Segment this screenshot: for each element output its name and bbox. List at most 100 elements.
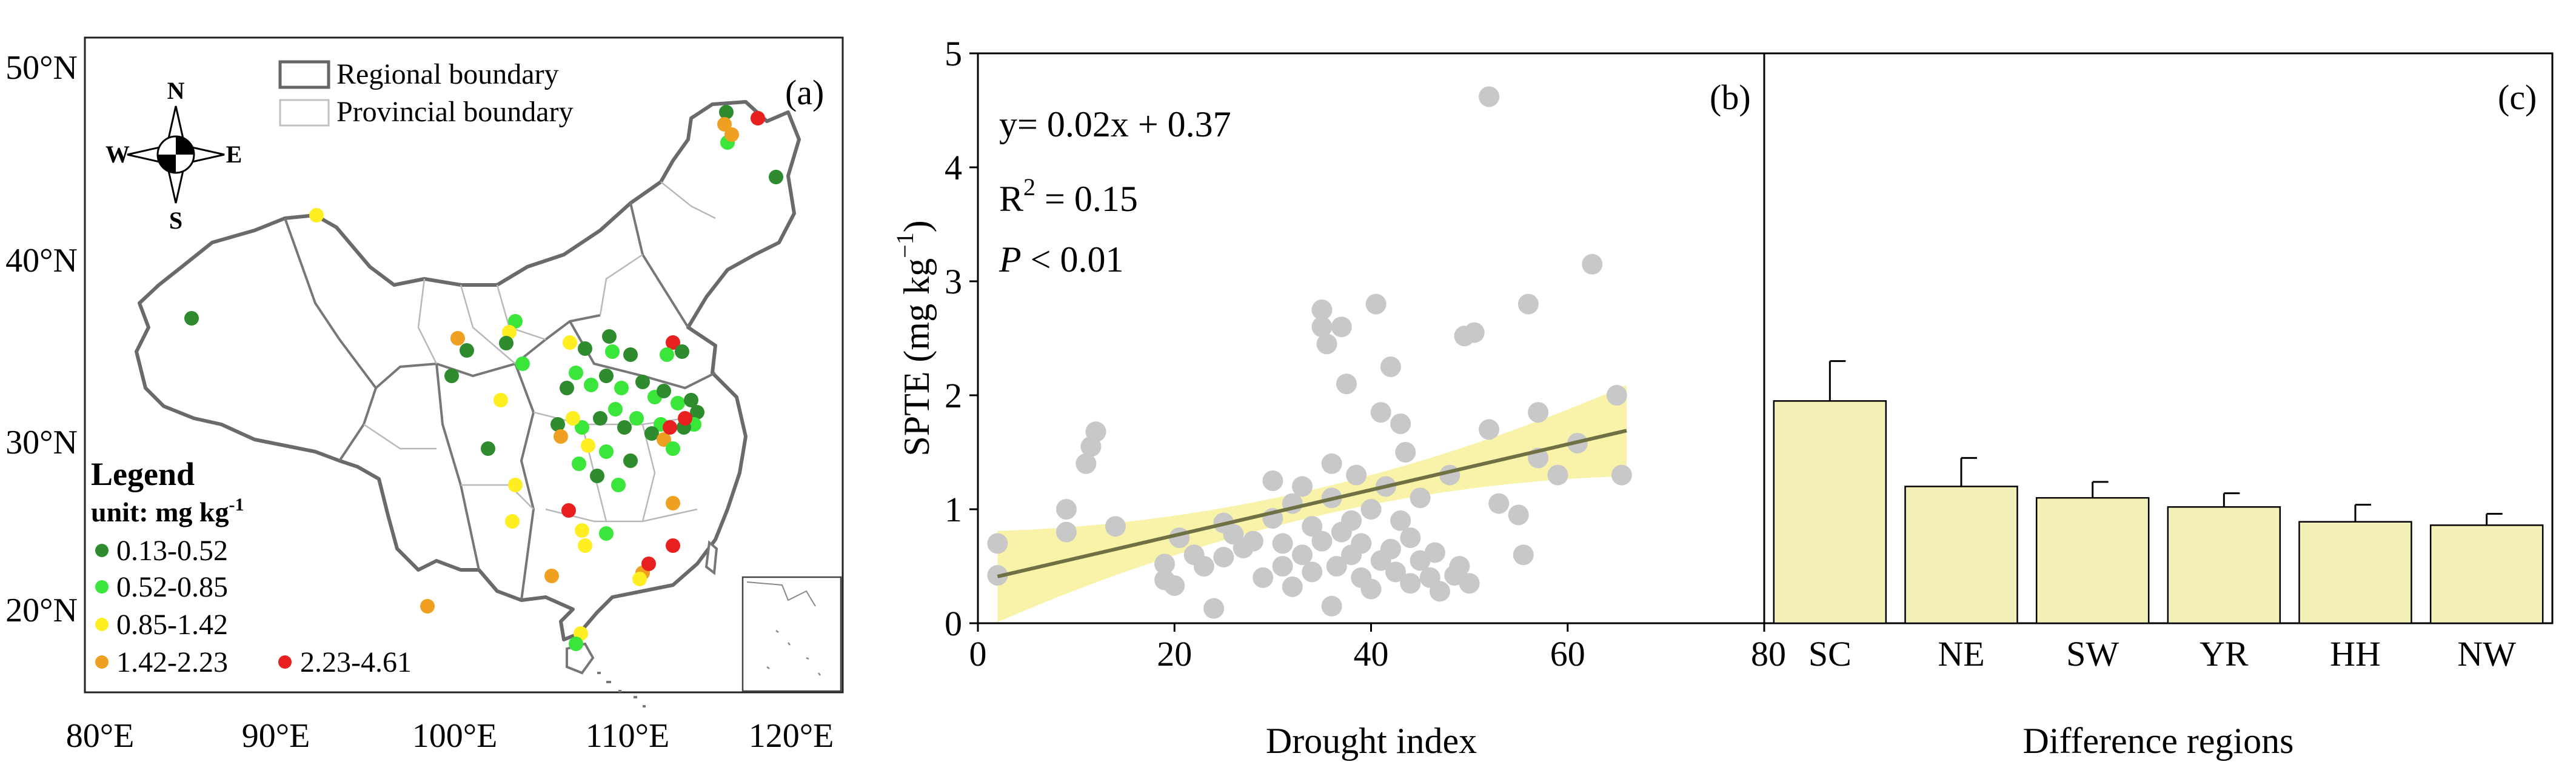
inset-frame <box>741 576 842 692</box>
scatter-point <box>1424 542 1445 563</box>
scatter-point <box>1242 530 1263 552</box>
scatter-point <box>1105 516 1126 537</box>
site-point <box>493 393 508 407</box>
site-point <box>666 441 680 456</box>
site-point <box>623 347 638 362</box>
provincial-boundary-swatch <box>279 99 330 127</box>
site-point <box>481 441 495 456</box>
site-point <box>515 356 530 371</box>
map-panel-label: (a) <box>785 73 824 112</box>
x-tick-label: 0 <box>969 634 987 674</box>
bar <box>2167 506 2281 624</box>
x-axis-label-c: Difference regions <box>2022 721 2293 761</box>
site-point <box>575 420 589 435</box>
bar <box>2429 524 2544 624</box>
legend-label: 0.85-1.42 <box>116 609 228 641</box>
lon-label-120: 120°E <box>749 717 834 755</box>
site-point <box>666 335 680 350</box>
scatter-point <box>1385 561 1407 583</box>
scatter-point <box>1311 316 1333 338</box>
y-tick-label: 2 <box>945 376 962 415</box>
site-point <box>629 411 644 426</box>
lat-label-40: 40°N <box>5 242 78 279</box>
site-point <box>184 311 199 326</box>
site-point <box>590 469 604 483</box>
inset-coast <box>746 581 816 607</box>
scatter-point <box>1360 578 1382 600</box>
country-outline <box>135 100 801 641</box>
legend-swatch <box>95 580 109 594</box>
legend-label: 0.13-0.52 <box>116 535 228 567</box>
site-point <box>675 344 689 359</box>
site-point <box>666 538 680 553</box>
regional-boundary-swatch <box>278 60 330 89</box>
site-point <box>584 378 598 392</box>
compass-n: N <box>167 77 185 104</box>
site-point <box>544 569 559 583</box>
site-point <box>608 402 623 416</box>
y-axis-label-sup: −1 <box>891 232 918 258</box>
fit-line <box>997 429 1627 578</box>
site-point <box>684 393 698 407</box>
site-point <box>569 637 583 651</box>
scatter-point <box>1370 402 1391 423</box>
x-tick-label: 80 <box>1751 634 1786 674</box>
legend-unit: unit: mg kg-1 <box>91 495 244 527</box>
x-axis-label-b: Drought index <box>1266 721 1477 761</box>
site-point <box>563 335 577 350</box>
site-point <box>641 557 656 571</box>
category-label: NW <box>2457 634 2516 674</box>
scatter-point <box>1253 567 1274 588</box>
scatter-point <box>1282 576 1303 597</box>
site-point <box>450 331 465 346</box>
bars: SC NE SW YR HH NW <box>1773 360 2544 674</box>
site-point <box>444 369 459 383</box>
bar-frame <box>1763 52 2554 624</box>
scatter-ticks: 0 20 40 60 80 0 1 2 3 4 5 <box>945 34 1786 674</box>
scatter-point <box>1076 453 1097 474</box>
scatter-point <box>1611 464 1632 486</box>
scatter-point <box>1262 470 1283 491</box>
small-islands <box>597 672 646 707</box>
scatter-point <box>1410 487 1431 509</box>
site-point <box>575 523 589 538</box>
site-point <box>644 426 659 441</box>
lat-label-50: 50°N <box>5 49 78 87</box>
site-point <box>632 572 647 586</box>
y-tick-label: 3 <box>945 262 962 301</box>
site-point <box>572 457 586 471</box>
site-point <box>605 344 620 359</box>
scatter-point <box>1292 544 1313 566</box>
scatter-point <box>1055 499 1077 520</box>
site-point <box>623 453 638 468</box>
scatter-point <box>1302 516 1323 537</box>
lon-label-90: 90°E <box>242 717 310 755</box>
y-axis-label-b: SPTE (mg kg−1) <box>891 220 937 456</box>
category-label: HH <box>2330 634 2381 674</box>
scatter-point <box>1390 413 1411 434</box>
scatter-point <box>1164 575 1185 596</box>
category-label: YR <box>2200 634 2249 674</box>
site-point <box>660 347 674 362</box>
category-label: SW <box>2066 634 2119 674</box>
scatter-point <box>1272 533 1293 554</box>
site-point <box>560 381 574 395</box>
lon-label-110: 110°E <box>586 717 670 755</box>
site-point <box>635 375 650 389</box>
scatter-point <box>1292 476 1313 497</box>
regression-equation: y= 0.02x + 0.37 <box>999 104 1231 144</box>
provincial-boundary-label: Provincial boundary <box>336 96 574 128</box>
site-point <box>657 384 671 398</box>
compass-e: E <box>226 141 243 168</box>
scatter-point <box>1429 581 1450 602</box>
site-point <box>578 538 592 553</box>
lat-label-30: 30°N <box>5 424 78 461</box>
site-point <box>460 343 474 358</box>
x-tick-label: 20 <box>1157 634 1192 674</box>
site-point <box>724 127 739 142</box>
scatter-point <box>1336 373 1357 395</box>
scatter-point <box>1321 453 1342 474</box>
scatter-point <box>1395 442 1416 463</box>
bar <box>1904 486 2018 624</box>
scatter-point <box>1055 521 1077 543</box>
